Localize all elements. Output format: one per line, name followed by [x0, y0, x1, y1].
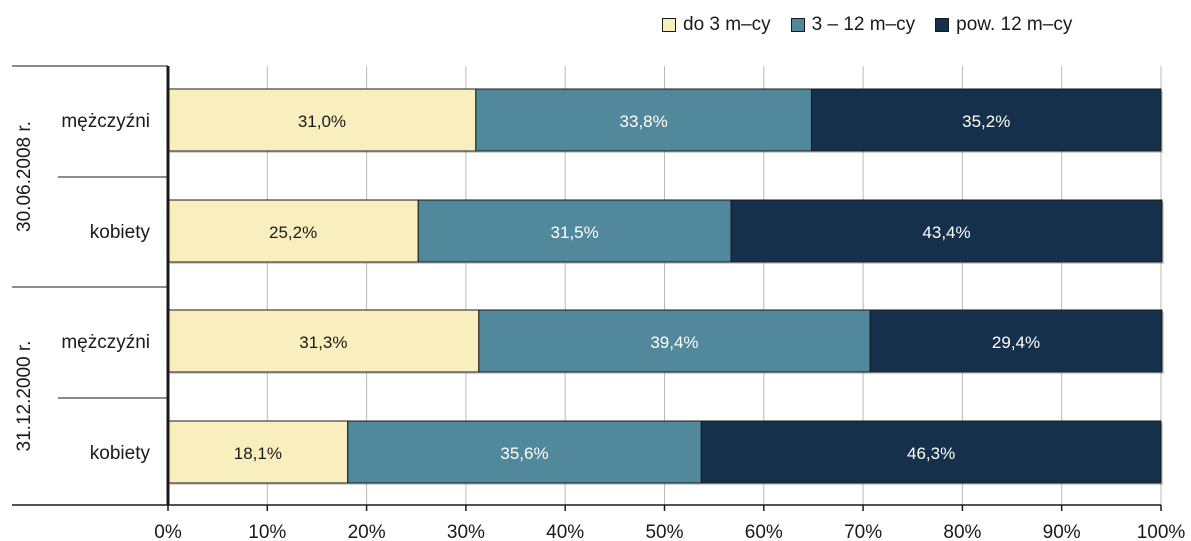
legend-item: do 3 m–cy	[662, 14, 771, 36]
legend: do 3 m–cy 3 – 12 m–cy pow. 12 m–cy	[662, 14, 1092, 36]
bar-segment	[167, 420, 349, 484]
bar-segment	[869, 309, 1163, 373]
legend-label: do 3 m–cy	[683, 14, 771, 35]
x-tick-label: 60%	[745, 522, 783, 541]
legend-item: 3 – 12 m–cy	[790, 14, 916, 36]
x-tick-label: 40%	[546, 522, 584, 541]
legend-label: pow. 12 m–cy	[956, 14, 1073, 35]
bar-segment	[475, 88, 812, 152]
bar-segment	[167, 88, 477, 152]
data-label: 25,2%	[269, 223, 317, 242]
bar-segment	[417, 199, 732, 263]
category-label: kobiety	[90, 443, 151, 464]
bar-segment	[347, 420, 702, 484]
data-label: 18,1%	[234, 444, 282, 463]
group-label: 30.06.2008 r.	[14, 121, 35, 232]
data-label: 31,0%	[298, 112, 346, 131]
category-label: kobiety	[90, 222, 151, 243]
data-label: 35,6%	[500, 444, 548, 463]
data-label: 29,4%	[992, 333, 1040, 352]
category-label: mężczyźni	[61, 111, 150, 132]
data-label: 39,4%	[650, 333, 698, 352]
x-tick-label: 30%	[447, 522, 485, 541]
legend-swatch	[790, 18, 805, 32]
data-label: 31,5%	[551, 223, 599, 242]
x-tick-label: 50%	[645, 522, 683, 541]
bar-segment	[167, 309, 480, 373]
legend-swatch	[662, 18, 676, 32]
data-label: 46,3%	[907, 444, 955, 463]
data-label: 31,3%	[299, 333, 347, 352]
x-tick-label: 70%	[844, 522, 882, 541]
bar-segment	[478, 309, 871, 373]
x-tick-label: 0%	[154, 522, 182, 541]
x-tick-label: 90%	[1043, 522, 1081, 541]
data-label: 33,8%	[620, 112, 668, 131]
legend-item: pow. 12 m–cy	[935, 14, 1072, 36]
legend-label: 3 – 12 m–cy	[811, 14, 916, 35]
bar-segment	[810, 88, 1162, 152]
data-label: 35,2%	[962, 112, 1010, 131]
x-tick-label: 20%	[348, 522, 386, 541]
bar-segment	[730, 199, 1163, 263]
x-tick-label: 100%	[1137, 522, 1186, 541]
legend-swatch	[935, 18, 950, 32]
group-label: 31.12.2000 r.	[14, 341, 35, 452]
data-label: 43,4%	[922, 223, 970, 242]
x-tick-label: 10%	[248, 522, 286, 541]
category-label: mężczyźni	[61, 332, 150, 353]
x-tick-label: 80%	[943, 522, 981, 541]
bar-segment	[700, 420, 1162, 484]
